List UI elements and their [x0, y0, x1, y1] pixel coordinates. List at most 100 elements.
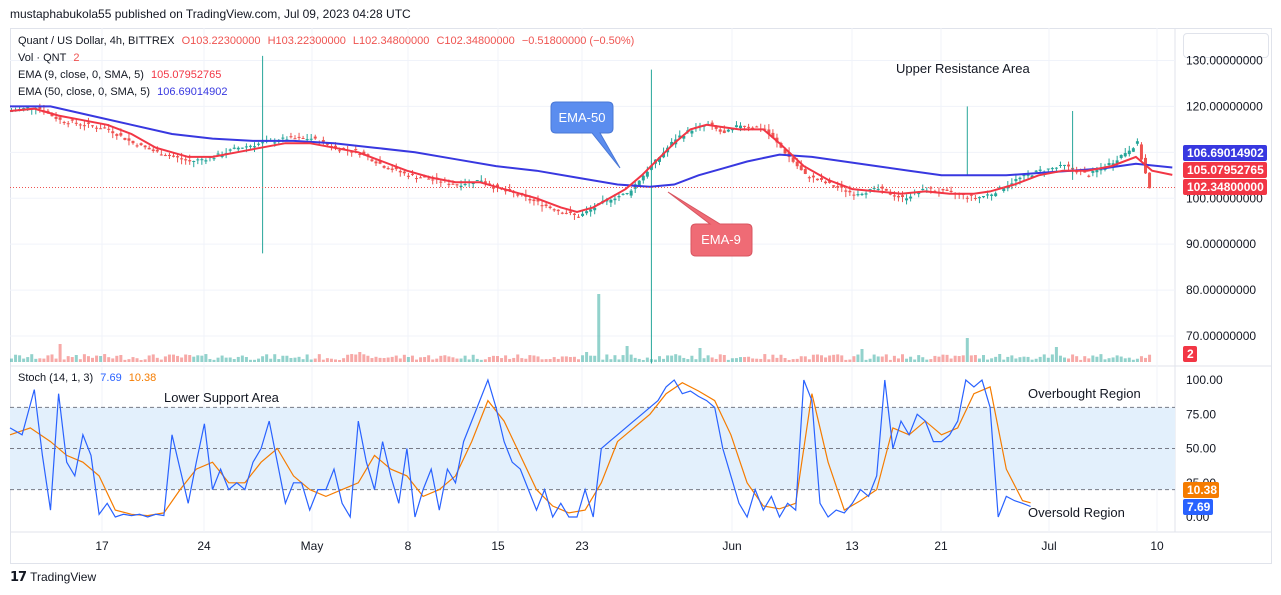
- candle-body: [909, 196, 913, 199]
- volume-bar: [184, 354, 188, 362]
- volume-bar: [593, 355, 597, 362]
- candle-body: [1087, 175, 1091, 177]
- candle-body: [135, 145, 139, 147]
- volume-bar: [969, 355, 973, 362]
- candle-body: [1022, 175, 1026, 177]
- candle-body: [581, 213, 585, 216]
- candle-body: [905, 198, 909, 201]
- candle-body: [564, 212, 568, 214]
- candle-body: [625, 192, 629, 194]
- candle-body: [147, 147, 151, 150]
- candle-body: [528, 199, 532, 201]
- volume-bar: [1107, 358, 1111, 362]
- candle-body: [990, 194, 994, 196]
- candle-body: [167, 154, 171, 157]
- volume-bar: [577, 359, 580, 362]
- candle-body: [973, 197, 977, 199]
- candle-body: [1131, 148, 1135, 152]
- volume-bar: [824, 357, 828, 362]
- volume-bar: [929, 359, 933, 362]
- volume-bar: [208, 358, 212, 362]
- time-tick-label: May: [301, 539, 324, 553]
- volume-bar: [678, 355, 682, 362]
- volume-bar: [957, 356, 961, 362]
- volume-bar: [232, 359, 236, 362]
- candle-body: [1115, 160, 1119, 164]
- candle-body: [807, 177, 811, 179]
- candle-body: [783, 149, 787, 154]
- candle-body: [884, 188, 888, 191]
- volume-bar: [443, 355, 447, 362]
- candle-body: [876, 188, 880, 190]
- badge-stoch-k: 7.69: [1187, 500, 1211, 514]
- volume-bar: [176, 355, 180, 362]
- volume-bar: [767, 359, 771, 362]
- volume-bar: [500, 358, 504, 362]
- candle-body: [828, 181, 832, 183]
- volume-bar: [62, 359, 66, 362]
- volume-bar: [66, 356, 70, 362]
- volume-bar: [560, 356, 564, 362]
- candle-body: [155, 149, 159, 152]
- candle-body: [734, 125, 738, 128]
- volume-bar: [504, 355, 508, 362]
- volume-bar: [99, 356, 103, 362]
- volume-bar: [410, 355, 414, 362]
- volume-bar: [811, 354, 815, 362]
- candle-body: [455, 184, 459, 186]
- candle-body: [1026, 174, 1030, 176]
- candle-body: [714, 126, 718, 129]
- candle-body: [180, 158, 184, 160]
- volume-bar: [617, 359, 621, 362]
- candle-body: [139, 143, 143, 146]
- volume-bar: [520, 358, 524, 362]
- volume-bar: [1014, 358, 1018, 362]
- volume-bar: [994, 356, 998, 362]
- candle-body: [410, 173, 414, 175]
- candle-body: [572, 213, 576, 215]
- candle-body: [965, 197, 969, 199]
- chart-settings-box[interactable]: [1183, 33, 1269, 58]
- candle-body: [682, 135, 686, 139]
- candle-body: [350, 151, 354, 153]
- volume-bar: [1095, 356, 1099, 362]
- candle-body: [1034, 170, 1038, 172]
- volume-bar: [131, 357, 135, 362]
- volume-bar: [568, 356, 572, 362]
- volume-bar: [710, 357, 714, 362]
- candle-body: [99, 128, 103, 130]
- volume-bar: [220, 355, 224, 362]
- volume-bar: [200, 355, 204, 362]
- candle-body: [338, 150, 342, 152]
- volume-bar: [46, 355, 50, 362]
- volume-bar: [718, 354, 722, 362]
- candle-body: [832, 185, 836, 187]
- ema50-line: [10, 105, 1173, 188]
- candle-body: [50, 114, 54, 117]
- volume-bar: [289, 357, 293, 362]
- volume-bar: [581, 355, 585, 362]
- volume-bar: [872, 354, 876, 362]
- candle-body: [844, 190, 848, 192]
- volume-bar: [155, 357, 159, 362]
- footer-brand[interactable]: TradingView: [30, 570, 97, 584]
- candle-body: [406, 175, 410, 177]
- candle-body: [548, 206, 552, 208]
- candle-body: [504, 190, 508, 192]
- candle-body: [552, 209, 556, 211]
- volume-bar: [686, 359, 690, 362]
- volume-bar: [832, 354, 836, 362]
- volume-bar: [913, 359, 917, 362]
- volume-bar: [54, 358, 58, 362]
- volume-bar: [1079, 359, 1083, 362]
- price-tick-label: 120.00000000: [1186, 99, 1263, 113]
- volume-bars: [10, 294, 1152, 362]
- legend-symbol-row: Quant / US Dollar, 4h, BITTREX O103.2230…: [18, 35, 638, 47]
- chart-frame: [10, 28, 1272, 564]
- candle-body: [1091, 171, 1095, 173]
- volume-bar: [273, 354, 277, 362]
- volume-bar: [1006, 356, 1010, 362]
- candle-body: [532, 199, 536, 202]
- volume-bar: [415, 359, 418, 362]
